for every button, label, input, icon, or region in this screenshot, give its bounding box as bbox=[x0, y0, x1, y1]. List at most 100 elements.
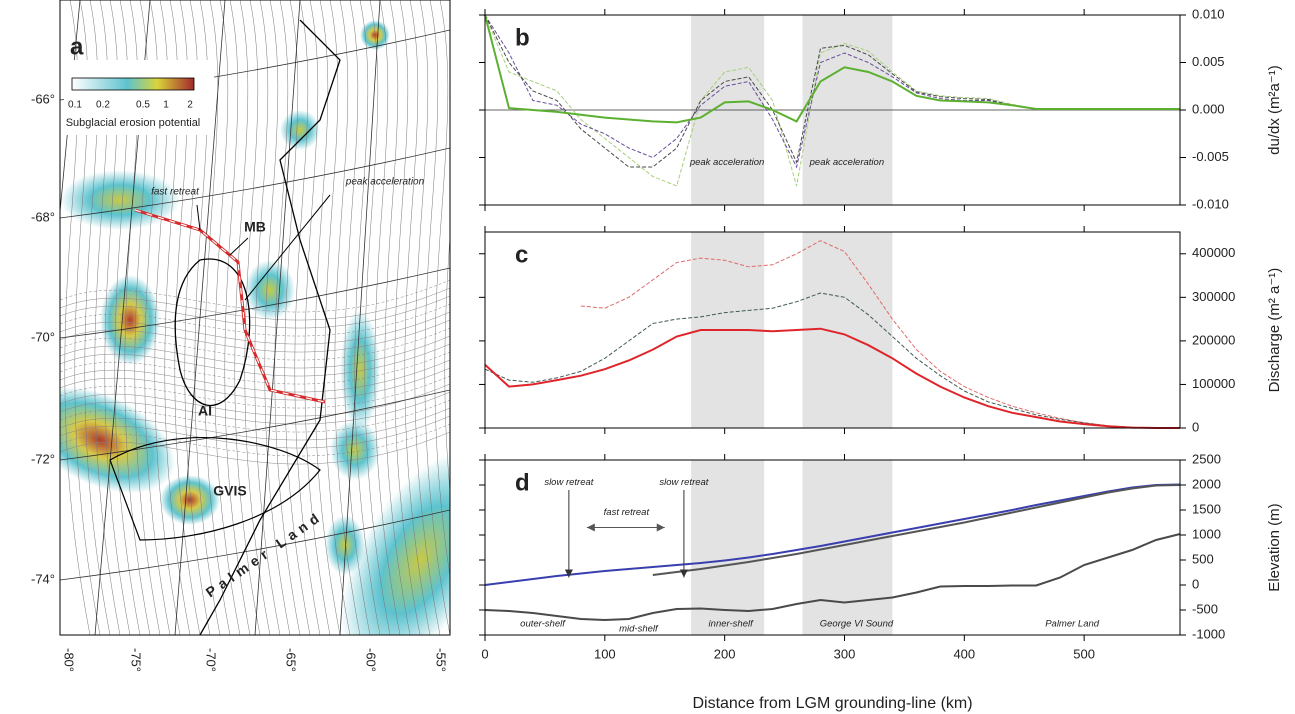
flow-contour bbox=[60, 431, 450, 465]
leader-line bbox=[244, 194, 331, 301]
flow-contour bbox=[60, 359, 450, 393]
annotation: mid-shelf bbox=[619, 624, 659, 635]
map-annotation: peak acceleration bbox=[345, 177, 425, 188]
colorbar-label: Subglacial erosion potential bbox=[66, 117, 201, 129]
y-tick-label: -500 bbox=[1192, 601, 1218, 616]
y-tick-label: 0 bbox=[1192, 419, 1199, 434]
plot-frame bbox=[484, 231, 1181, 429]
shaded-region bbox=[802, 232, 893, 428]
flow-contour bbox=[60, 327, 450, 361]
y-tick-label: 2000 bbox=[1192, 476, 1221, 491]
flow-contour bbox=[404, 0, 431, 635]
x-tick-label: 0 bbox=[481, 646, 488, 661]
flow-contour bbox=[60, 407, 450, 441]
annotation: inner-shelf bbox=[709, 619, 755, 630]
lat-label: -68° bbox=[31, 209, 55, 224]
flow-contour bbox=[60, 319, 450, 353]
flow-contour bbox=[60, 303, 450, 337]
flow-contour bbox=[60, 423, 450, 457]
flow-contour bbox=[424, 0, 450, 635]
series-line bbox=[484, 533, 1181, 622]
y-tick-label: 1000 bbox=[1192, 526, 1221, 541]
lon-label: -75° bbox=[129, 648, 144, 672]
x-tick-label: 100 bbox=[594, 646, 616, 661]
y-tick-label: 0 bbox=[1192, 576, 1199, 591]
flow-contour bbox=[60, 399, 450, 433]
erosion-area bbox=[160, 475, 220, 525]
x-tick-label: 500 bbox=[1073, 646, 1095, 661]
flow-contour bbox=[234, 0, 261, 635]
annotation: slow retreat bbox=[659, 477, 708, 488]
lon-label: -60° bbox=[364, 648, 379, 672]
lat-label: -66° bbox=[31, 91, 55, 106]
flow-contour bbox=[394, 0, 421, 635]
erosion-area bbox=[340, 451, 450, 635]
colorbar-tick-label: 0.5 bbox=[136, 100, 150, 111]
lat-label: -70° bbox=[31, 329, 55, 344]
y-tick-label: 200000 bbox=[1192, 332, 1235, 347]
map-panel: a Subglacial erosion potential bbox=[59, 0, 451, 636]
y-axis-label: Elevation (m) bbox=[1266, 503, 1283, 591]
annotation: slow retreat bbox=[544, 477, 593, 488]
annotation: peak acceleration bbox=[689, 157, 764, 168]
map-annotation: fast retreat bbox=[151, 187, 200, 198]
arrow-head bbox=[679, 569, 688, 578]
flowline bbox=[134, 208, 326, 404]
y-tick-label: 0.010 bbox=[1192, 6, 1225, 21]
map-annotation: MB bbox=[244, 219, 266, 235]
y-tick-label: 100000 bbox=[1192, 376, 1235, 391]
lon-label: -65° bbox=[284, 648, 299, 672]
flow-contour bbox=[434, 0, 450, 578]
flow-contour bbox=[314, 0, 341, 635]
flow-contour bbox=[60, 391, 450, 425]
flow-contour bbox=[444, 0, 450, 494]
plot-frame bbox=[484, 459, 1181, 636]
flow-contour bbox=[334, 0, 361, 635]
annotation: peak acceleration bbox=[809, 157, 884, 168]
y-tick-label: 300000 bbox=[1192, 289, 1235, 304]
coastline bbox=[174, 258, 251, 407]
flow-contour bbox=[364, 0, 391, 635]
colorbar-tick-label: 1 bbox=[163, 100, 169, 111]
y-axis-label: Discharge (m² a⁻¹) bbox=[1266, 268, 1283, 393]
x-tick-label: 400 bbox=[953, 646, 975, 661]
flow-contour bbox=[324, 0, 351, 635]
y-tick-label: 2500 bbox=[1192, 451, 1221, 466]
lon-label: -70° bbox=[204, 648, 219, 672]
map-frame bbox=[59, 0, 451, 636]
colorbar-box bbox=[64, 60, 214, 135]
flow-contour bbox=[414, 0, 441, 635]
coastline bbox=[109, 437, 321, 541]
series-line bbox=[484, 292, 1180, 429]
panel-letter: d bbox=[515, 469, 530, 496]
erosion-area bbox=[60, 170, 180, 230]
map-annotation: GVIS bbox=[213, 483, 246, 499]
flow-contour bbox=[304, 0, 331, 635]
flow-contour bbox=[60, 311, 450, 345]
series-line bbox=[484, 14, 1180, 187]
colorbar-tick-label: 2 bbox=[187, 100, 193, 111]
parallel bbox=[60, 267, 450, 339]
map-annotation: AI bbox=[198, 403, 212, 419]
colorbar-tick-label: 0.2 bbox=[96, 100, 110, 111]
y-tick-label: 0.000 bbox=[1192, 101, 1225, 116]
parallel bbox=[60, 147, 450, 219]
annotation: Palmer Land bbox=[1045, 619, 1100, 630]
flow-contour bbox=[274, 0, 301, 635]
flow-contour bbox=[344, 0, 371, 635]
y-tick-label: -0.010 bbox=[1192, 196, 1229, 211]
flow-contour bbox=[214, 0, 241, 635]
panel-letter: c bbox=[515, 241, 528, 268]
flow-contour bbox=[264, 0, 291, 635]
series-line bbox=[484, 14, 1180, 124]
series-line bbox=[652, 484, 1181, 576]
flow-contour bbox=[204, 0, 231, 635]
arrow-head bbox=[586, 523, 595, 532]
flow-contour bbox=[374, 0, 401, 635]
erosion-area bbox=[330, 420, 380, 480]
flow-contour bbox=[354, 0, 381, 635]
coastline bbox=[199, 19, 341, 635]
arrow-head bbox=[564, 569, 573, 578]
flow-contour bbox=[284, 0, 311, 635]
x-axis-label: Distance from LGM grounding-line (km) bbox=[692, 695, 972, 712]
